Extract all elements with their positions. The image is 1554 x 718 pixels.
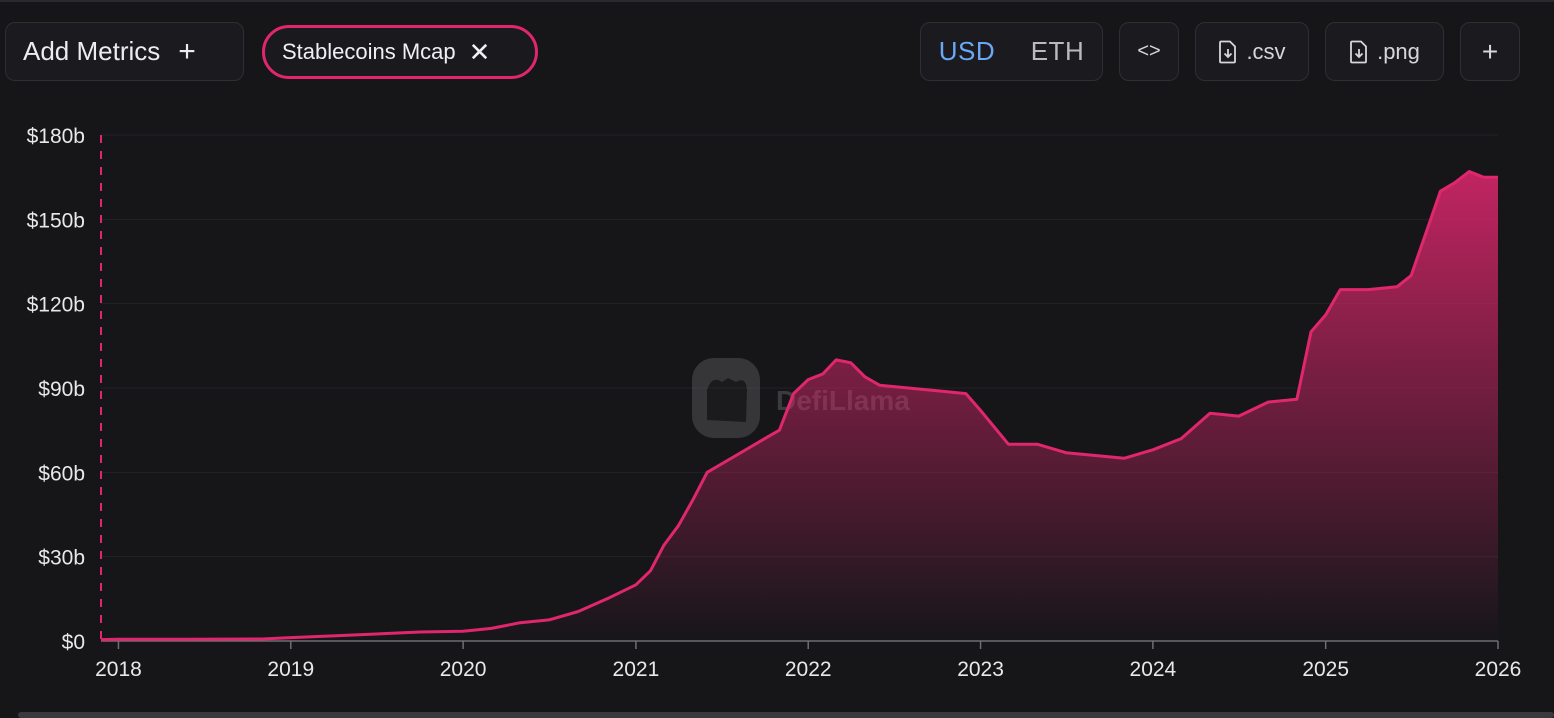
currency-option-eth[interactable]: ETH: [1030, 36, 1085, 66]
selected-metric-chip[interactable]: Stablecoins Mcap ✕: [262, 25, 538, 79]
y-tick-label: $0: [62, 631, 85, 654]
x-tick-label: 2026: [1475, 658, 1522, 681]
x-tick-label: 2019: [267, 658, 314, 681]
plus-icon: +: [178, 34, 196, 68]
x-tick-label: 2023: [957, 658, 1004, 681]
selected-metric-label: Stablecoins Mcap: [282, 39, 456, 64]
currency-option-usd[interactable]: USD: [938, 36, 996, 66]
x-tick-label: 2022: [785, 658, 832, 681]
close-icon[interactable]: ✕: [468, 37, 491, 67]
x-tick-label: 2024: [1130, 658, 1177, 681]
add-metrics-label: Add Metrics: [23, 36, 161, 66]
csv-label: .csv: [1246, 38, 1286, 64]
y-tick-label: $120b: [27, 294, 85, 317]
x-tick-label: 2021: [613, 658, 660, 681]
top-border: [0, 0, 1554, 2]
y-tick-label: $180b: [27, 125, 85, 148]
add-metrics-button[interactable]: Add Metrics +: [5, 22, 244, 81]
y-tick-label: $60b: [38, 462, 85, 485]
plus-icon: +: [1481, 35, 1499, 67]
download-csv-button[interactable]: .csv: [1195, 22, 1309, 81]
llama-head-icon: [707, 378, 747, 422]
x-tick-label: 2018: [95, 658, 142, 681]
y-tick-label: $90b: [38, 378, 85, 401]
download-png-button[interactable]: .png: [1325, 22, 1444, 81]
x-tick-label: 2020: [440, 658, 487, 681]
y-tick-label: $30b: [38, 547, 85, 570]
series-line: [100, 170, 1498, 642]
currency-toggle: USD ETH: [920, 22, 1103, 81]
x-tick-label: 2025: [1302, 658, 1349, 681]
file-download-icon: [1350, 40, 1367, 63]
series-area: [101, 171, 1498, 641]
png-label: .png: [1377, 38, 1420, 64]
stablecoins-mcap-chart: DefiLlama $0$30b$60b$90b$120b$150b$180b …: [27, 125, 1522, 681]
code-icon: <>: [1137, 40, 1161, 62]
y-tick-label: $150b: [27, 209, 85, 232]
embed-button[interactable]: <>: [1119, 22, 1179, 81]
horizontal-scrollbar[interactable]: [18, 712, 1554, 718]
llama-logo-icon: [692, 358, 760, 438]
file-download-icon: [1219, 40, 1237, 63]
add-chart-button[interactable]: +: [1460, 22, 1520, 81]
